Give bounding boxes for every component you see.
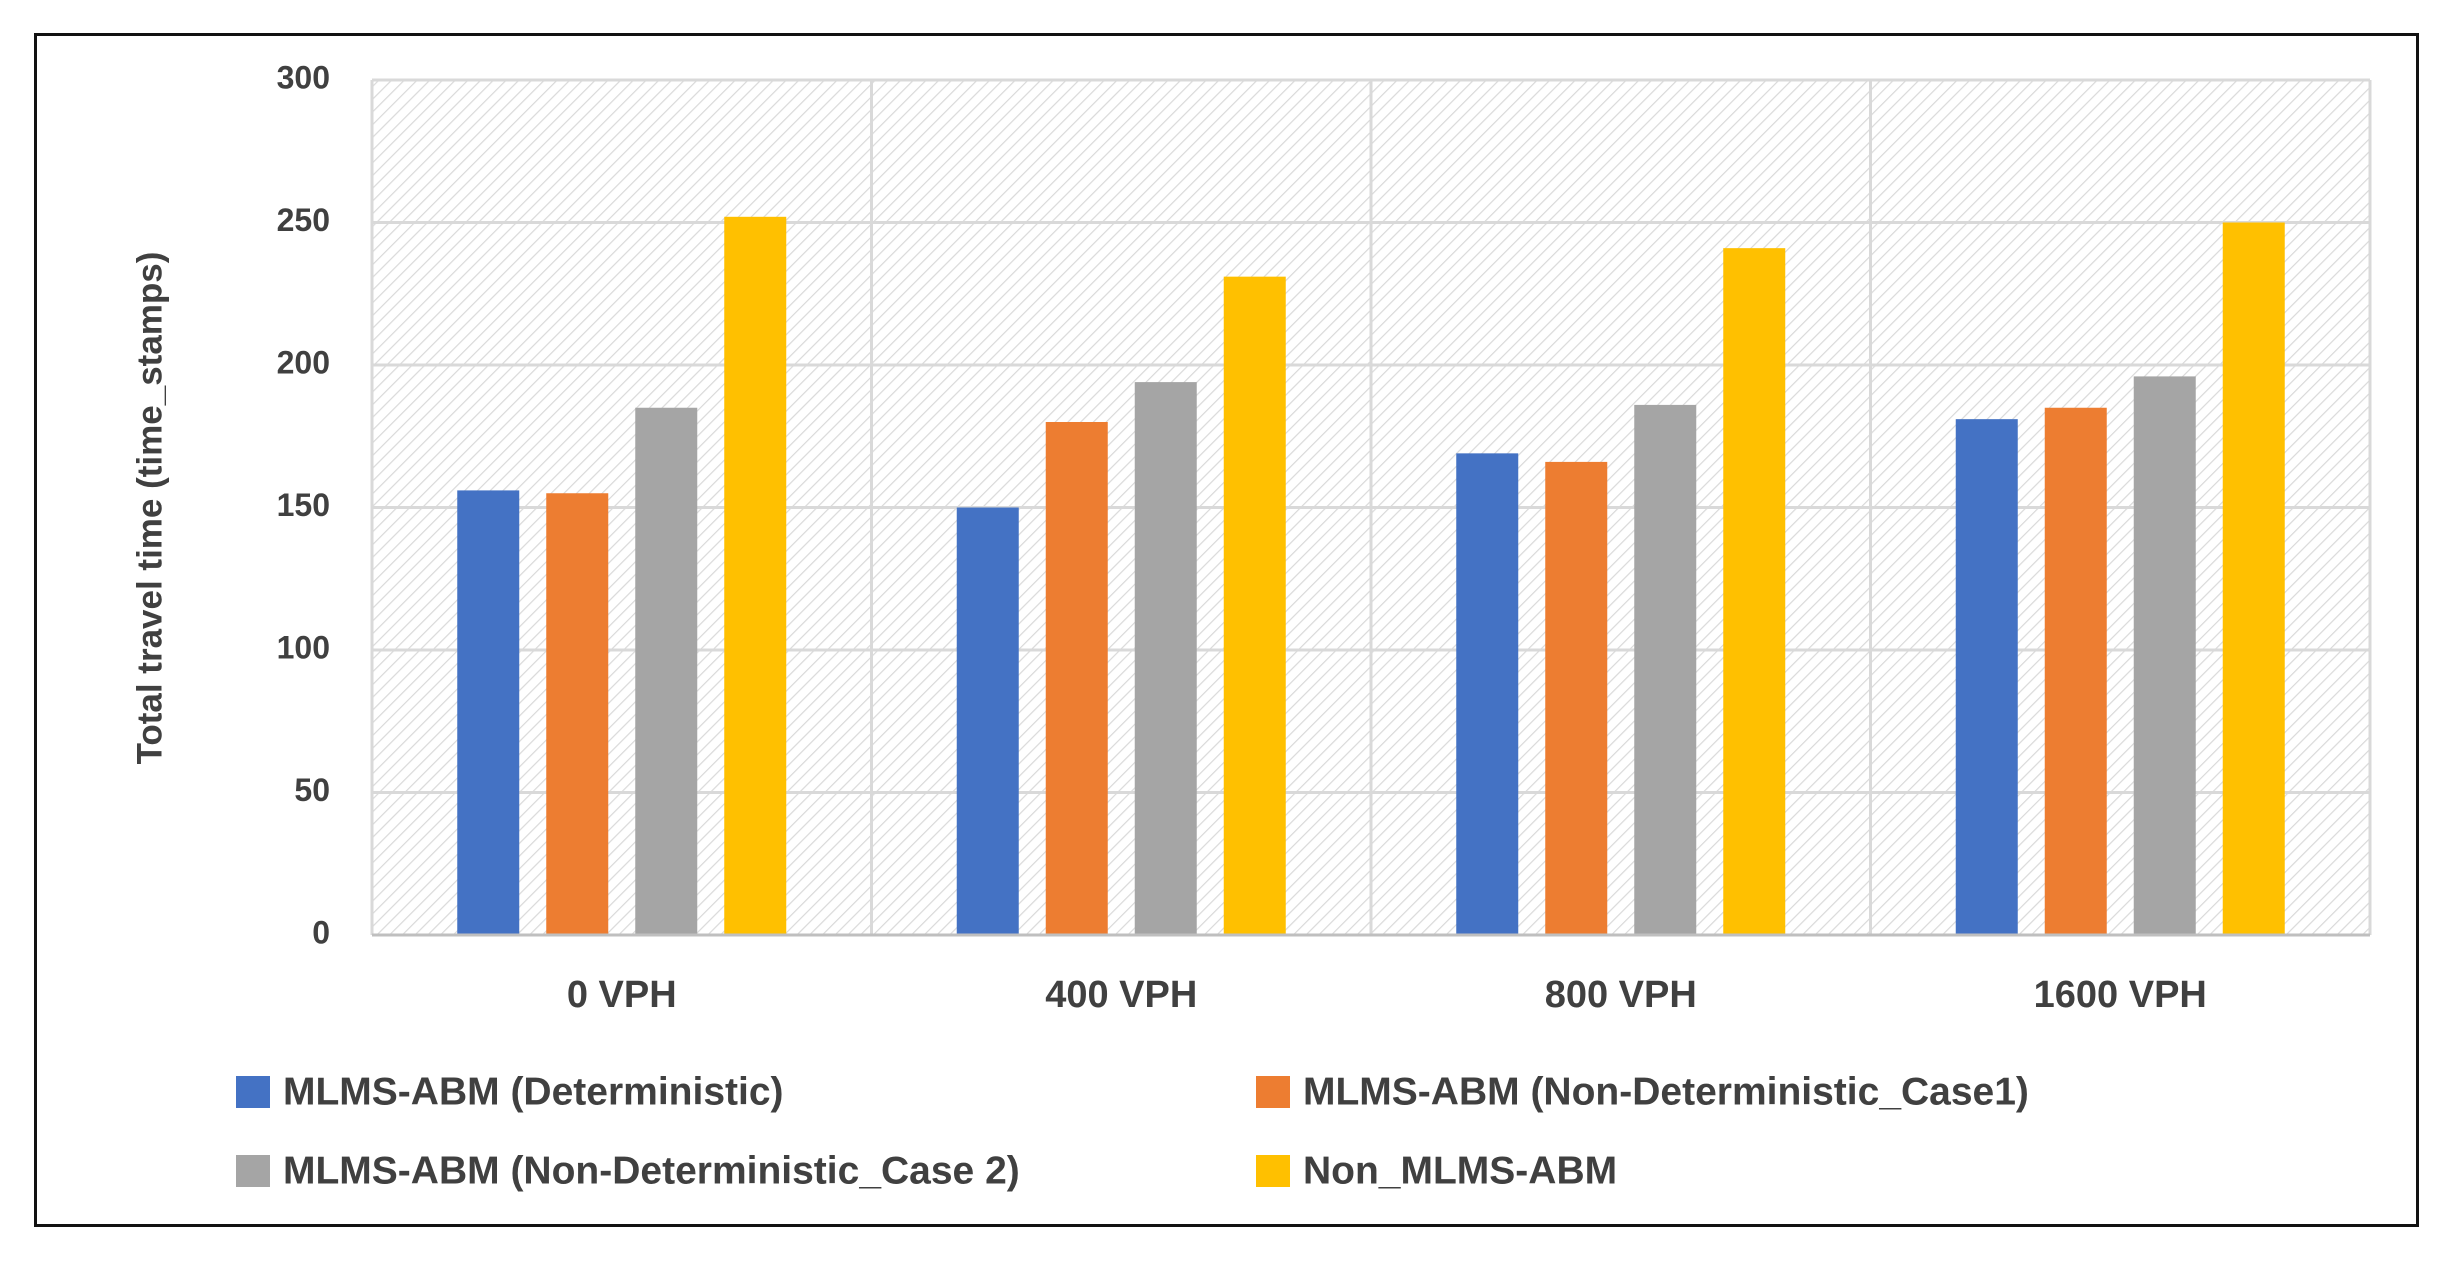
y-tick-label: 0 bbox=[312, 914, 330, 950]
y-axis-title: Total travel time (time_stamps) bbox=[130, 252, 169, 765]
legend-label: MLMS-ABM (Non-Deterministic_Case1) bbox=[1303, 1070, 2029, 1113]
bar bbox=[635, 407, 698, 935]
figure-frame bbox=[34, 33, 2419, 1227]
x-tick-label: 0 VPH bbox=[567, 974, 677, 1016]
bar bbox=[1223, 276, 1286, 935]
y-tick-label: 50 bbox=[294, 772, 330, 808]
legend-swatch bbox=[1256, 1076, 1290, 1108]
x-tick-label: 1600 VPH bbox=[2034, 974, 2207, 1016]
bar bbox=[1545, 461, 1608, 935]
x-tick-label: 400 VPH bbox=[1045, 974, 1197, 1016]
x-tick-label: 800 VPH bbox=[1545, 974, 1697, 1016]
legend-label: MLMS-ABM (Non-Deterministic_Case 2) bbox=[283, 1149, 1020, 1192]
legend-swatch bbox=[1256, 1155, 1290, 1187]
bars bbox=[457, 216, 2285, 936]
bar bbox=[2222, 222, 2285, 935]
y-tick-labels: 0 50 100 150 200 250 300 bbox=[277, 59, 330, 950]
bar bbox=[457, 490, 520, 935]
legend-label: Non_MLMS-ABM bbox=[1303, 1149, 1617, 1192]
legend-label: MLMS-ABM (Deterministic) bbox=[283, 1070, 784, 1113]
legend-swatch bbox=[236, 1076, 270, 1108]
y-tick-label: 150 bbox=[277, 487, 330, 523]
x-tick-labels: 0 VPH 400 VPH 800 VPH 1600 VPH bbox=[567, 974, 2207, 1016]
bar bbox=[1634, 404, 1697, 935]
bar bbox=[2133, 376, 2196, 935]
gridlines bbox=[370, 78, 2372, 935]
bar bbox=[546, 493, 609, 935]
bar bbox=[1723, 248, 1786, 935]
y-tick-label: 300 bbox=[277, 59, 330, 95]
bar bbox=[956, 507, 1019, 935]
y-tick-label: 100 bbox=[277, 629, 330, 665]
legend-swatch bbox=[236, 1155, 270, 1187]
bar bbox=[1456, 453, 1519, 935]
bar bbox=[1134, 382, 1197, 936]
bar bbox=[1045, 422, 1108, 935]
legend: MLMS-ABM (Deterministic) MLMS-ABM (Non-De… bbox=[236, 1070, 2029, 1192]
bar bbox=[724, 216, 787, 936]
y-tick-label: 250 bbox=[277, 202, 330, 238]
y-tick-label: 200 bbox=[277, 344, 330, 380]
bar bbox=[1955, 419, 2018, 935]
bar bbox=[2044, 407, 2107, 935]
